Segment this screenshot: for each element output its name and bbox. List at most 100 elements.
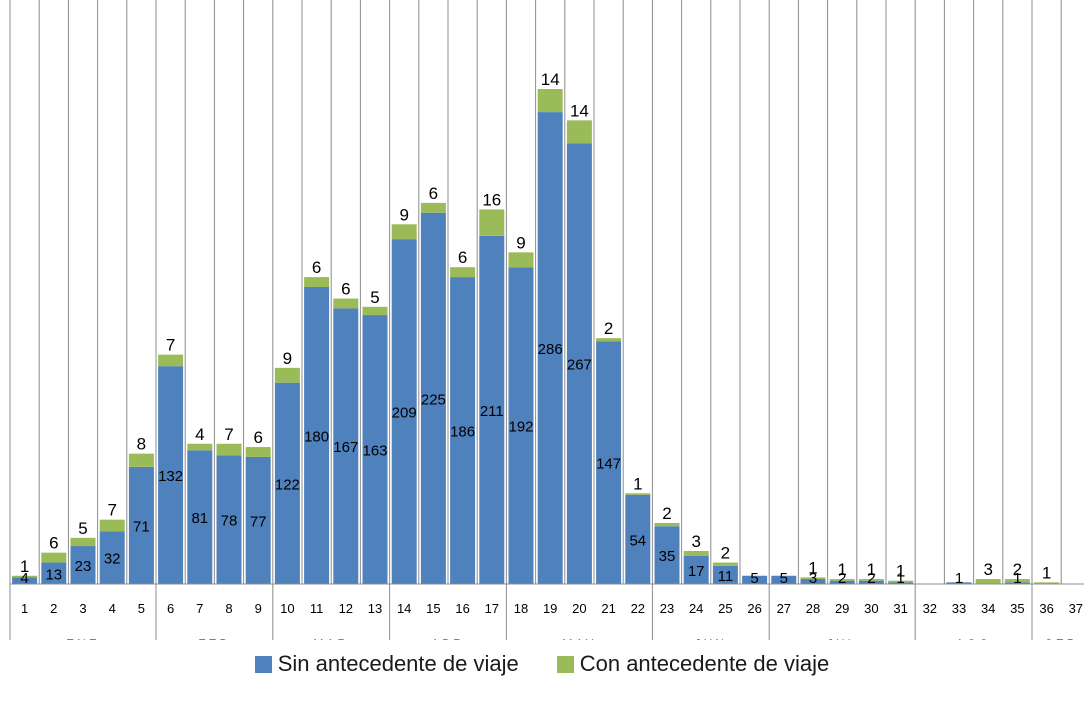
month-label-feb: FEB (198, 637, 230, 640)
data-label-sin-12: 167 (333, 439, 358, 456)
data-label-con-34: 3 (983, 560, 992, 579)
data-label-sin-30: 2 (867, 570, 875, 587)
data-label-con-8: 7 (224, 425, 233, 444)
bar-sin-27 (771, 575, 797, 584)
bar-sin-7 (187, 450, 213, 584)
bar-con-31 (888, 580, 914, 583)
bar-con-29 (829, 579, 855, 581)
tick-label-8: 8 (225, 601, 232, 616)
data-label-con-5: 8 (137, 435, 146, 454)
legend-swatch-con-antecedente (556, 655, 574, 673)
data-label-sin-23: 35 (659, 548, 676, 565)
bar-sin-8 (216, 455, 242, 584)
tick-label-11: 11 (310, 601, 324, 616)
legend-label-sin-antecedente: Sin antecedente de viaje (277, 651, 519, 676)
tick-label-26: 26 (747, 601, 761, 616)
month-label-jul: JUL (827, 637, 857, 640)
data-label-sin-29: 2 (838, 570, 846, 587)
bar-con-17 (479, 209, 505, 236)
bar-con-5 (128, 453, 154, 467)
data-label-con-35: 2 (1013, 560, 1022, 579)
data-label-con-36: 1 (1042, 563, 1051, 582)
bar-sin-26 (742, 575, 768, 584)
data-label-con-6: 7 (166, 336, 175, 355)
data-label-con-22: 1 (633, 474, 642, 493)
bar-sin-15 (420, 212, 446, 584)
data-label-sin-31: 1 (896, 570, 904, 587)
data-label-sin-8: 78 (221, 513, 238, 530)
tick-label-36: 36 (1039, 601, 1053, 616)
stacked-bar-chart: 41 13623532771813278147877761229180616761… (9, 0, 1084, 656)
bar-sin-30 (858, 580, 884, 584)
tick-label-29: 29 (835, 601, 849, 616)
data-label-sin-10: 122 (275, 476, 300, 493)
tick-label-12: 12 (339, 601, 353, 616)
data-label-sin-35: 1 (1013, 570, 1021, 587)
data-label-sin-1: 4 (20, 570, 28, 587)
bar-con-1 (12, 575, 38, 578)
bar-sin-2 (41, 562, 67, 584)
data-label-sin-15: 225 (421, 391, 446, 408)
tick-label-6: 6 (167, 601, 174, 616)
data-label-con-12: 6 (341, 280, 350, 299)
data-label-con-3: 5 (78, 519, 87, 538)
data-label-sin-3: 23 (75, 558, 92, 575)
data-label-con-4: 7 (107, 501, 116, 520)
bar-sin-25 (712, 565, 738, 584)
data-label-sin-9: 77 (250, 513, 267, 530)
bar-sin-1 (12, 577, 38, 584)
data-label-sin-26: 5 (750, 570, 758, 587)
bar-sin-24 (683, 555, 709, 584)
legend-item-con-antecedente: Con antecedente de viaje (556, 651, 829, 677)
tick-label-15: 15 (426, 601, 440, 616)
bar-con-14 (391, 224, 417, 240)
data-label-con-7: 4 (195, 425, 204, 444)
data-label-sin-5: 71 (133, 518, 150, 535)
month-label-abr: ABR (431, 637, 465, 640)
data-label-con-21: 2 (604, 319, 613, 338)
bar-sin-33 (946, 582, 972, 584)
data-label-con-10: 9 (283, 349, 292, 368)
tick-label-31: 31 (893, 601, 907, 616)
bar-sin-22 (625, 494, 651, 584)
bar-con-21 (596, 338, 622, 342)
data-label-con-16: 6 (458, 248, 467, 267)
data-label-sin-18: 192 (508, 419, 533, 436)
tick-label-19: 19 (543, 601, 557, 616)
tick-label-2: 2 (50, 601, 57, 616)
bar-con-9 (245, 447, 271, 457)
data-label-con-30: 1 (867, 560, 876, 579)
bar-sin-11 (304, 287, 330, 584)
bar-con-4 (99, 519, 125, 532)
tick-label-3: 3 (79, 601, 86, 616)
legend: Sin antecedente de viaje Con antecedente… (0, 651, 1084, 677)
data-label-con-14: 9 (399, 205, 408, 224)
tick-label-7: 7 (196, 601, 203, 616)
data-label-con-9: 6 (253, 428, 262, 447)
month-label-ene: ENE (66, 637, 100, 640)
bar-con-8 (216, 443, 242, 456)
data-label-sin-19: 286 (538, 341, 563, 358)
bar-con-2 (41, 552, 67, 563)
bar-sin-29 (829, 580, 855, 584)
tick-label-37: 37 (1069, 601, 1083, 616)
tick-label-4: 4 (109, 601, 116, 616)
tick-label-30: 30 (864, 601, 878, 616)
bar-con-19 (537, 89, 563, 113)
data-label-con-1: 1 (20, 557, 29, 576)
bar-con-7 (187, 443, 213, 451)
tick-label-16: 16 (455, 601, 469, 616)
tick-label-13: 13 (368, 601, 382, 616)
bar-sin-3 (70, 546, 96, 584)
bar-sin-6 (158, 366, 184, 584)
bar-sin-4 (99, 531, 125, 584)
data-label-sin-6: 132 (158, 468, 183, 485)
data-label-sin-11: 180 (304, 429, 329, 446)
bar-con-6 (158, 354, 184, 367)
data-label-con-19: 14 (541, 70, 560, 89)
data-label-sin-16: 186 (450, 424, 475, 441)
tick-label-33: 33 (952, 601, 966, 616)
bar-sin-18 (508, 267, 534, 584)
data-label-sin-2: 13 (45, 566, 62, 583)
